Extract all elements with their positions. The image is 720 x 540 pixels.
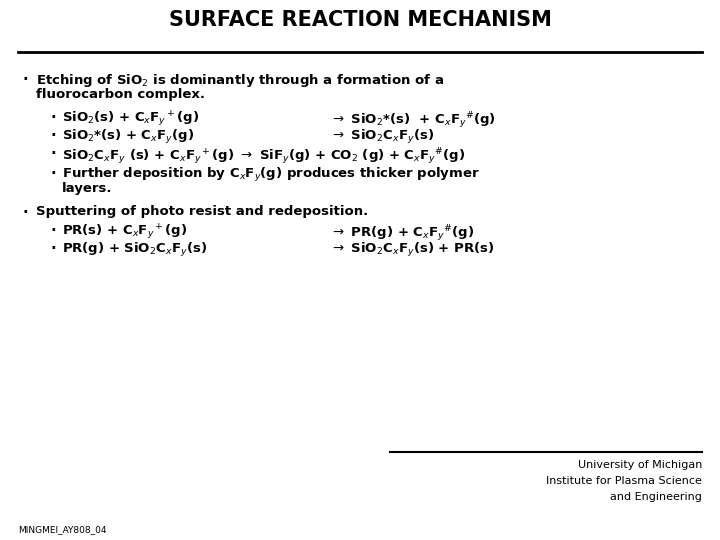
Text: layers.: layers.	[62, 182, 112, 195]
Text: Etching of SiO$_2$ is dominantly through a formation of a: Etching of SiO$_2$ is dominantly through…	[36, 72, 444, 89]
Text: ·: ·	[50, 223, 55, 238]
Text: ·: ·	[50, 166, 55, 181]
Text: SiO$_2$*(s) + C$_x$F$_y$(g): SiO$_2$*(s) + C$_x$F$_y$(g)	[62, 128, 194, 146]
Text: ·: ·	[22, 205, 27, 220]
Text: $\rightarrow$ SiO$_2$C$_x$F$_y$(s) + PR(s): $\rightarrow$ SiO$_2$C$_x$F$_y$(s) + PR(…	[330, 241, 495, 259]
Text: ·: ·	[50, 241, 55, 256]
Text: Further deposition by C$_x$F$_y$(g) produces thicker polymer: Further deposition by C$_x$F$_y$(g) prod…	[62, 166, 480, 184]
Text: MINGMEI_AY808_04: MINGMEI_AY808_04	[18, 525, 107, 534]
Text: ·: ·	[50, 110, 55, 125]
Text: $\rightarrow$ PR(g) + C$_x$F$_y$$^\#$(g): $\rightarrow$ PR(g) + C$_x$F$_y$$^\#$(g)	[330, 223, 474, 244]
Text: SiO$_2$C$_x$F$_y$ (s) + C$_x$F$_y$$^+$(g) $\rightarrow$ SiF$_y$(g) + CO$_2$ (g) : SiO$_2$C$_x$F$_y$ (s) + C$_x$F$_y$$^+$(g…	[62, 146, 465, 167]
Text: and Engineering: and Engineering	[610, 492, 702, 502]
Text: ·: ·	[50, 146, 55, 161]
Text: SiO$_2$(s) + C$_x$F$_y$$^+$(g): SiO$_2$(s) + C$_x$F$_y$$^+$(g)	[62, 110, 199, 129]
Text: fluorocarbon complex.: fluorocarbon complex.	[36, 88, 205, 101]
Text: $\rightarrow$ SiO$_2$C$_x$F$_y$(s): $\rightarrow$ SiO$_2$C$_x$F$_y$(s)	[330, 128, 434, 146]
Text: ·: ·	[22, 72, 27, 87]
Text: Sputtering of photo resist and redeposition.: Sputtering of photo resist and redeposit…	[36, 205, 368, 218]
Text: University of Michigan: University of Michigan	[577, 460, 702, 470]
Text: PR(s) + C$_x$F$_y$$^+$(g): PR(s) + C$_x$F$_y$$^+$(g)	[62, 223, 187, 242]
Text: ·: ·	[50, 128, 55, 143]
Text: Institute for Plasma Science: Institute for Plasma Science	[546, 476, 702, 486]
Text: $\rightarrow$ SiO$_2$*(s)  + C$_x$F$_y$$^\#$(g): $\rightarrow$ SiO$_2$*(s) + C$_x$F$_y$$^…	[330, 110, 496, 131]
Text: SURFACE REACTION MECHANISM: SURFACE REACTION MECHANISM	[168, 10, 552, 30]
Text: PR(g) + SiO$_2$C$_x$F$_y$(s): PR(g) + SiO$_2$C$_x$F$_y$(s)	[62, 241, 207, 259]
